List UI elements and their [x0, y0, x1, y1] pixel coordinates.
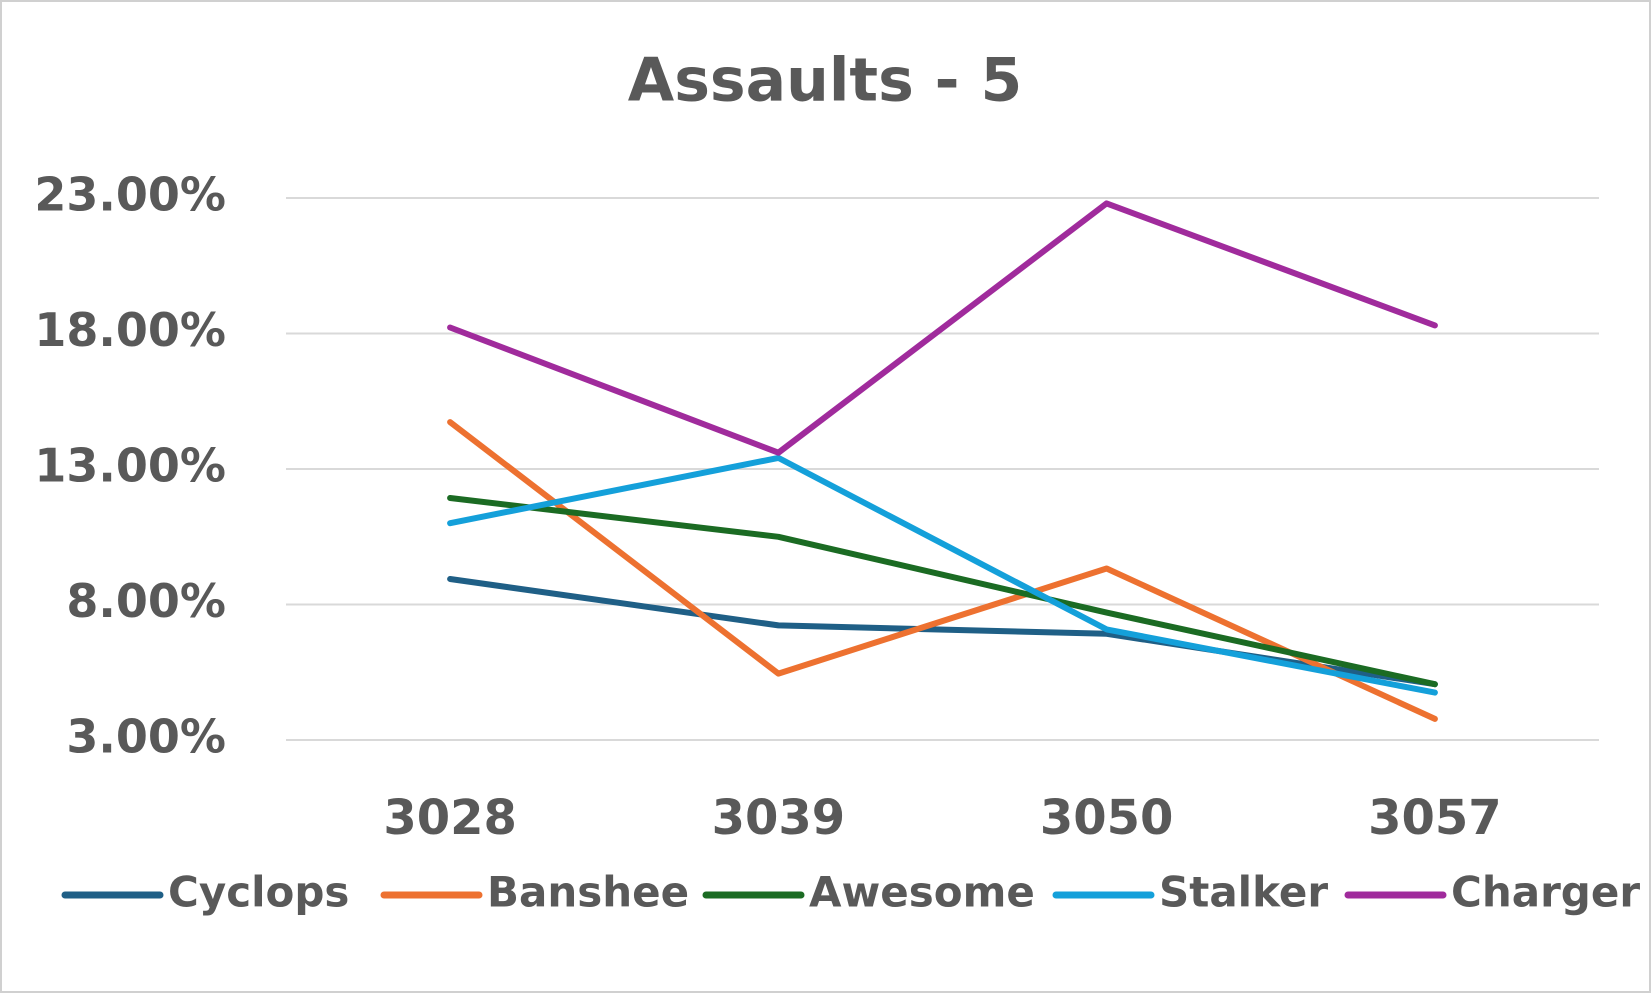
- legend-label: Cyclops: [168, 868, 349, 917]
- x-tick-label: 3028: [383, 790, 517, 846]
- series-line: [447, 454, 1438, 696]
- y-tick-label: 23.00%: [34, 168, 226, 222]
- x-tick-label: 3050: [1040, 790, 1174, 846]
- y-tick-label: 13.00%: [34, 439, 226, 493]
- x-tick-label: 3057: [1368, 790, 1502, 846]
- x-tick-label: 3039: [712, 790, 846, 846]
- y-tick-label: 3.00%: [66, 710, 226, 764]
- series-line: [447, 495, 1438, 688]
- legend-label: Awesome: [809, 868, 1035, 917]
- legend-label: Stalker: [1159, 868, 1328, 917]
- series-line: [447, 200, 1438, 456]
- y-tick-label: 8.00%: [66, 574, 226, 628]
- chart-title: Assaults - 5: [628, 46, 1022, 116]
- series-line: [447, 419, 1438, 722]
- legend-label: Banshee: [487, 868, 689, 917]
- y-tick-label: 18.00%: [34, 303, 226, 357]
- legend-label: Charger: [1451, 868, 1640, 917]
